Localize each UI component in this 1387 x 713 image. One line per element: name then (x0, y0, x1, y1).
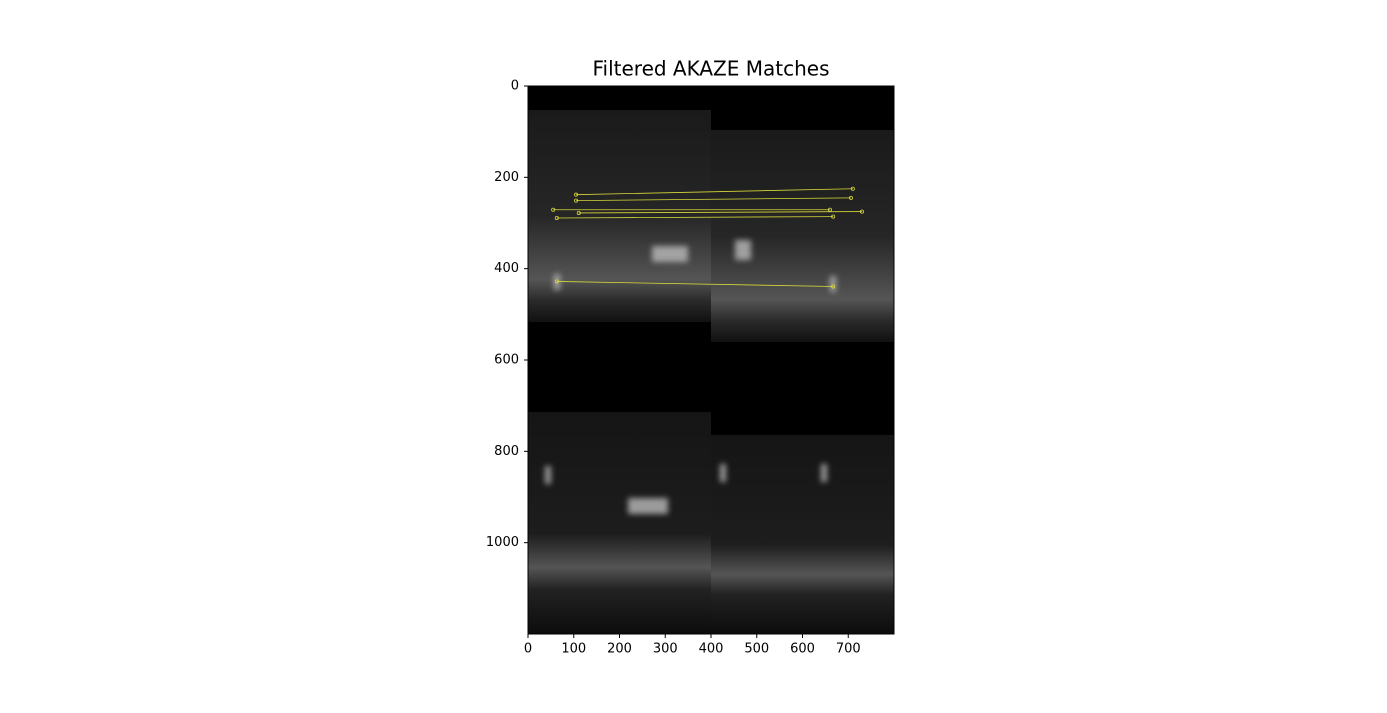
match-line (576, 197, 851, 202)
match-line (576, 188, 853, 196)
y-tick-label: 1000 (486, 535, 519, 550)
x-tick-label: 500 (744, 642, 769, 657)
keypoint (848, 195, 853, 200)
x-tick-label: 0 (524, 642, 532, 657)
keypoint (574, 198, 579, 203)
match-line (556, 281, 834, 287)
keypoint (551, 207, 556, 212)
x-tick-label: 600 (790, 642, 815, 657)
keypoint (554, 279, 559, 284)
keypoint (576, 210, 581, 215)
x-tick-label: 200 (607, 642, 632, 657)
y-tick-label: 600 (494, 353, 519, 368)
y-tick-label: 800 (494, 444, 519, 459)
y-tick-label: 400 (494, 261, 519, 276)
y-tick-label: 0 (511, 79, 519, 94)
image (528, 86, 894, 634)
chart-title: Filtered AKAZE Matches (592, 57, 829, 81)
keypoint (554, 215, 559, 220)
keypoint (859, 209, 864, 214)
y-tick-label: 200 (494, 170, 519, 185)
x-tick-label: 100 (561, 642, 586, 657)
keypoint (574, 192, 579, 197)
keypoint (850, 186, 855, 191)
x-tick-label: 300 (653, 642, 678, 657)
keypoint (831, 214, 836, 219)
match-line (578, 211, 862, 214)
x-tick-label: 400 (699, 642, 724, 657)
match-line (556, 216, 834, 219)
x-tick-label: 700 (836, 642, 861, 657)
keypoint (831, 284, 836, 289)
